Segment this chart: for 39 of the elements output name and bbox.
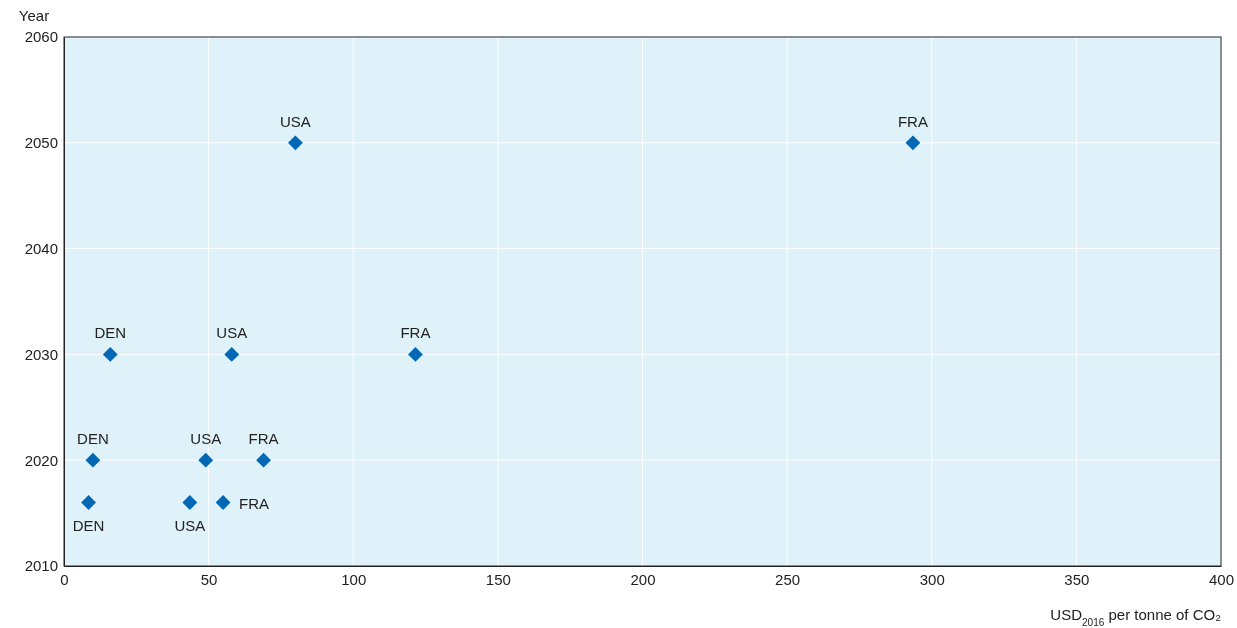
x-tick-label: 200 [630,570,656,588]
y-tick-label: 2010 [24,557,58,575]
text: FRA [400,324,431,342]
x-tick-label: 350 [1064,570,1090,588]
x-tick-label: 400 [1208,570,1235,588]
point [905,135,921,151]
text: FRA [897,112,928,130]
point [81,495,96,510]
text: USA [216,324,248,342]
y-tick-label: 2020 [24,451,58,469]
x-tick-label: 0 [60,570,69,588]
point [215,495,231,510]
text: DEN [72,516,105,534]
text: DEN [77,430,109,448]
point [287,135,303,151]
text: USA [279,112,311,130]
y-axis-title: Year [18,7,50,24]
text: USA [174,516,206,534]
text: FRA [248,430,279,448]
x-tick-label: 150 [485,570,511,588]
y-tick-label: 2060 [24,28,58,46]
point [85,452,101,468]
series-label: DEN [94,324,127,342]
point [224,346,240,362]
x-tick-label: 100 [341,570,367,588]
x-tick-label: 300 [919,570,945,588]
x-tick-label: 250 [775,570,801,588]
point [256,452,271,468]
series-label: FRA [239,494,270,512]
point [182,495,198,510]
point [408,346,423,362]
y-tick-label: 2030 [24,345,58,363]
x-axis-title: USD$_{2016}$ per tonne of CO₂ [1050,606,1222,628]
y-tick-label: 2050 [24,134,58,152]
point [102,346,118,362]
x-tick-label: 50 [200,570,218,588]
point [198,452,214,468]
series-label: USA [190,430,222,448]
y-tick-label: 2040 [24,239,58,257]
